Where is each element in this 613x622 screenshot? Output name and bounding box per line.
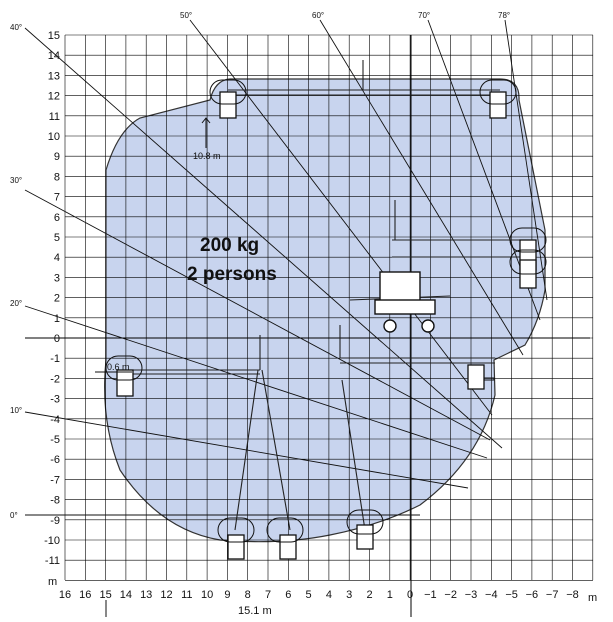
- y-tick-label: -7: [50, 474, 60, 486]
- y-tick-label: -6: [50, 454, 60, 466]
- x-tick-label: 5: [306, 589, 312, 601]
- y-tick-label: -3: [50, 394, 60, 406]
- x-tick-label: 9: [224, 589, 230, 601]
- y-tick-label: 8: [54, 171, 60, 183]
- x-tick-label: 3: [346, 589, 352, 601]
- offset-label: 0.6 m: [107, 362, 130, 372]
- x-tick-label: −7: [546, 589, 559, 601]
- y-tick-label: -5: [50, 434, 60, 446]
- outreach-label: 15.1 m: [238, 605, 272, 617]
- y-tick-label: 2: [54, 293, 60, 305]
- y-tick-label: 4: [54, 252, 60, 264]
- x-tick-label: 16: [59, 589, 71, 601]
- y-axis-tick-labels: 1514131211109876543210-1-2-3-4-5-6-7-8-9…: [44, 30, 60, 567]
- y-tick-label: 7: [54, 192, 60, 204]
- x-tick-label: 7: [265, 589, 271, 601]
- x-tick-label: 13: [140, 589, 152, 601]
- y-tick-label: 9: [54, 151, 60, 163]
- angle-label-50: 50°: [180, 11, 192, 20]
- y-tick-label: 1: [54, 313, 60, 325]
- x-tick-label: −2: [444, 589, 457, 601]
- angle-label-0: 0°: [10, 511, 18, 520]
- angle-label-10: 10°: [10, 406, 22, 415]
- height-label: 10.8 m: [193, 151, 221, 161]
- x-tick-label: −4: [485, 589, 498, 601]
- working-envelope: [104, 78, 546, 543]
- y-tick-label: 5: [54, 232, 60, 244]
- x-tick-label: −6: [526, 589, 539, 601]
- angle-label-30: 30°: [10, 176, 22, 185]
- y-tick-label: 12: [48, 91, 60, 103]
- angle-rays: [24, 19, 548, 516]
- x-tick-label: −1: [424, 589, 437, 601]
- platform-baskets: [116, 91, 537, 560]
- machine-body: [374, 271, 436, 333]
- x-tick-label: 16: [79, 589, 91, 601]
- load-weight: 200 kg: [200, 235, 259, 256]
- y-tick-label: 11: [49, 111, 60, 123]
- y-tick-label: -4: [50, 414, 60, 426]
- height-dimension: [201, 117, 211, 148]
- angle-label-20: 20°: [10, 299, 22, 308]
- x-tick-label: 0: [407, 589, 413, 601]
- y-tick-label: -9: [50, 515, 60, 527]
- load-persons: 2 persons: [187, 264, 277, 285]
- x-axis-unit: m: [588, 592, 597, 604]
- x-tick-label: −5: [505, 589, 518, 601]
- y-axis-unit: m: [48, 576, 57, 588]
- y-tick-label: -2: [50, 373, 60, 385]
- x-tick-label: 6: [285, 589, 291, 601]
- x-tick-label: 14: [120, 589, 132, 601]
- x-tick-label: 12: [160, 589, 172, 601]
- angle-labels: 40° 50° 60° 70° 78° 30° 20° 10° 0°: [10, 11, 510, 520]
- angle-label-78: 78°: [498, 11, 510, 20]
- angle-label-40: 40°: [10, 23, 22, 32]
- x-tick-label: 2: [366, 589, 372, 601]
- x-tick-label: 1: [387, 589, 393, 601]
- x-tick-label: −3: [465, 589, 478, 601]
- y-tick-label: 13: [48, 70, 60, 82]
- boom-positions: [125, 60, 525, 531]
- y-tick-label: -8: [50, 495, 60, 507]
- y-tick-label: 10: [48, 131, 60, 143]
- x-tick-label: 10: [201, 589, 213, 601]
- angle-label-70: 70°: [418, 11, 430, 20]
- y-tick-label: 14: [48, 50, 60, 62]
- x-tick-label: 8: [245, 589, 251, 601]
- basket-circles: [105, 79, 547, 543]
- y-tick-label: 3: [54, 272, 60, 284]
- angle-label-60: 60°: [312, 11, 324, 20]
- x-tick-label: 4: [326, 589, 332, 601]
- y-tick-label: -11: [45, 555, 60, 567]
- y-tick-label: -10: [44, 535, 60, 547]
- y-tick-label: 15: [48, 30, 60, 42]
- x-tick-label: 11: [181, 589, 192, 601]
- x-tick-label: 15: [99, 589, 111, 601]
- y-tick-label: -1: [50, 353, 60, 365]
- x-tick-label: −8: [566, 589, 579, 601]
- y-tick-label: 0: [54, 333, 60, 345]
- x-axis-tick-labels: 16 16 15 14 13 12 11 10 9 8 7 6 5 4 3 2 1 0 −1 −2 −3 −4 −5 −6 −7…: [59, 589, 579, 601]
- y-tick-label: 6: [54, 212, 60, 224]
